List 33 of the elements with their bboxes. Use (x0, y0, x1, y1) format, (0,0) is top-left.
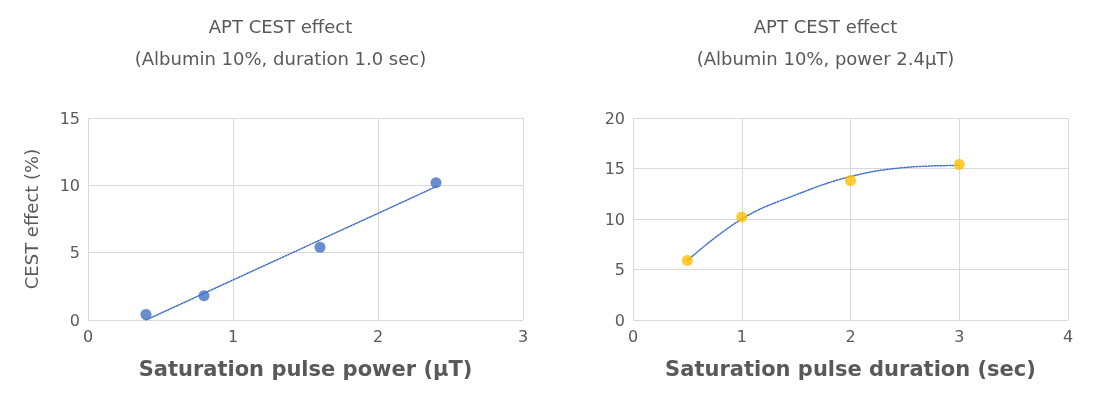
x-tick-label: 1 (736, 326, 747, 346)
x-tick-label: 3 (954, 326, 965, 346)
y-tick-label: 0 (69, 310, 80, 330)
point (430, 177, 442, 189)
point (681, 254, 693, 266)
y-tick-label: 15 (604, 159, 625, 178)
chart-subtitle: (Albumin 10%, duration 1.0 sec) (134, 47, 427, 69)
x-axis-title: Saturation pulse duration (sec) (665, 356, 1036, 381)
chart-title: APT CEST effect (753, 15, 898, 37)
chart-subtitle: (Albumin 10%, power 2.4μT) (696, 47, 955, 69)
x-tick-label: 4 (1062, 326, 1074, 346)
point (198, 290, 210, 302)
x-tick-label: 3 (517, 326, 529, 346)
point (140, 309, 152, 321)
x-tick-label: 0 (627, 326, 639, 346)
y-tick-label: 10 (604, 209, 625, 229)
x-axis-title: Saturation pulse power (μT) (138, 356, 473, 381)
y-axis-title: CEST effect (%) (20, 148, 42, 290)
x-tick-label: 2 (372, 326, 384, 346)
y-tick-label: 10 (59, 175, 80, 195)
y-tick-label: 5 (614, 260, 625, 279)
chart-title: APT CEST effect (208, 15, 353, 37)
point (845, 175, 856, 187)
y-tick-label: 0 (614, 310, 625, 330)
y-tick-label: 15 (59, 108, 80, 128)
point (314, 241, 326, 253)
y-tick-label: 5 (69, 243, 80, 263)
point (953, 158, 965, 170)
x-tick-label: 1 (227, 326, 239, 346)
x-tick-label: 0 (82, 326, 94, 346)
x-tick-label: 2 (845, 326, 856, 346)
y-tick-label: 20 (604, 108, 625, 128)
point (736, 211, 748, 223)
